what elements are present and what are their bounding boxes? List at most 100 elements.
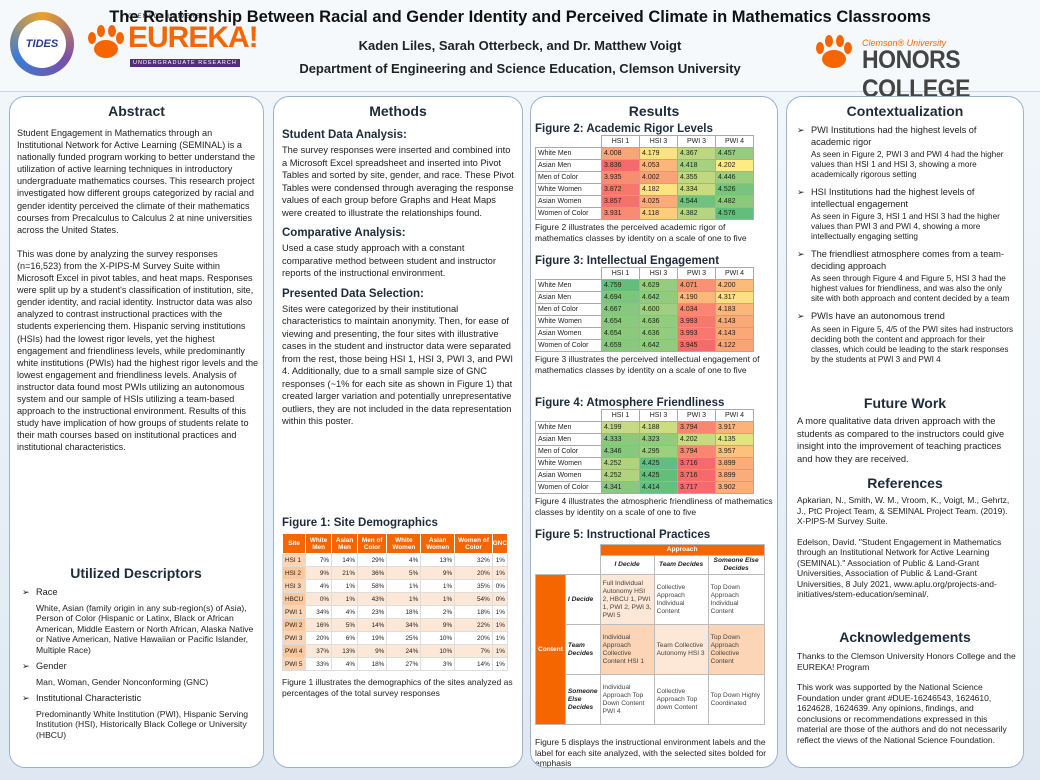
heatmap-cell: 4.600 <box>639 303 678 316</box>
heatmap-cell: 3.872 <box>601 183 640 196</box>
tiger-paw-icon <box>816 35 852 68</box>
heatmap-cell: 3.836 <box>601 159 640 172</box>
heatmap-cell: 4.200 <box>715 279 754 292</box>
demo-cell: PWI 3 <box>281 631 307 645</box>
heatmap-cell: 4.659 <box>601 339 640 352</box>
heatmap-cell: 4.346 <box>601 445 640 458</box>
heatmap-cell: 4.334 <box>677 183 716 196</box>
demo-cell: 7% <box>454 644 493 658</box>
demo-cell: 4% <box>305 579 333 593</box>
demo-cell: 18% <box>454 605 493 619</box>
demo-cell: 1% <box>491 605 509 619</box>
heatmap-cell: 3.945 <box>677 339 716 352</box>
poster-title: The Relationship Between Racial and Gend… <box>109 8 931 26</box>
heatmap-cell: 4.182 <box>639 183 678 196</box>
poster-department: Department of Engineering and Science Ed… <box>299 61 741 76</box>
demo-cell: 14% <box>454 657 493 671</box>
demo-cell: 5% <box>331 618 359 632</box>
heatmap-row-label: Men of Color <box>535 303 602 316</box>
table-row: PWI 3 20% 6% 19% 25% 10% 20% 1% <box>281 631 509 645</box>
table-row: PWI 2 16% 5% 14% 34% 9% 22% 1% <box>281 618 509 632</box>
demo-cell: 1% <box>420 592 456 606</box>
heatmap-cell: 4.341 <box>601 481 640 494</box>
heatmap-row-label: Asian Women <box>535 195 602 208</box>
heatmap-cell: 4.323 <box>639 433 678 446</box>
table-row: White Women 3.872 4.182 4.334 4.526 <box>535 183 754 196</box>
heatmap-cell: 3.794 <box>677 421 716 434</box>
heatmap-cell: 4.143 <box>715 327 754 340</box>
table-row: HSI 3 4% 1% 58% 1% 1% 35% 0% <box>281 579 509 593</box>
heatmap-cell: 4.252 <box>601 457 640 470</box>
demo-cell: 18% <box>357 657 388 671</box>
heatmap-cell: 4.636 <box>639 315 678 328</box>
heatmap-cell: 4.135 <box>715 433 754 446</box>
demo-cell: 1% <box>386 579 422 593</box>
table-row: Asian Women 4.654 4.636 3.993 4.143 <box>535 327 754 340</box>
demo-col-header: Men of Color <box>357 533 388 554</box>
demographics-table: Site White Men Asian Men Men of Color White … <box>281 533 509 671</box>
heatmap-cell: 4.576 <box>715 207 754 220</box>
engagement-heatmap: HSI 1 HSI 3 PWI 3 PWI 4 White Men 4.759 4.629 4… <box>535 267 754 352</box>
table-row: Women of Color 4.341 4.414 3.717 3.902 <box>535 481 754 494</box>
eureka-logo: CLEMSON UNIVERSITY EUREKA! UNDERGRADUATE… <box>84 14 259 74</box>
heatmap-cell: 4.367 <box>677 147 716 160</box>
demo-cell: 14% <box>331 553 359 567</box>
demo-cell: 1% <box>331 592 359 606</box>
heatmap-cell: 3.794 <box>677 445 716 458</box>
abstract-panel: Abstract Student Engagement in Mathemati… <box>9 96 264 768</box>
heatmap-row-label: White Men <box>535 279 602 292</box>
context-item: ➢ PWI Institutions had the highest levels… <box>797 125 977 147</box>
heatmap-col-header: HSI 1 <box>601 135 640 148</box>
honors-college-logo: Clemson® University HONORS COLLEGE <box>812 30 1038 103</box>
demo-cell: 1% <box>331 579 359 593</box>
heatmap-cell: 4.418 <box>677 159 716 172</box>
methods-heading: Methods <box>369 103 427 119</box>
heatmap-cell: 4.122 <box>715 339 754 352</box>
heatmap-cell: 4.526 <box>715 183 754 196</box>
heatmap-cell: 4.183 <box>715 303 754 316</box>
table-row: HSI 1 7% 14% 29% 4% 13% 32% 1% <box>281 553 509 567</box>
references-list: Apkarian, N., Smith, W. M., Vroom, K., V… <box>797 495 1010 599</box>
heatmap-row-label: Asian Men <box>535 159 602 172</box>
heatmap-cell: 4.188 <box>639 421 678 434</box>
demo-cell: 13% <box>420 553 456 567</box>
heatmap-cell: 4.544 <box>677 195 716 208</box>
heatmap-row-label: White Men <box>535 421 602 434</box>
demo-cell: 0% <box>491 592 509 606</box>
tiger-paw-icon <box>88 25 124 58</box>
table-row: Men of Color 3.935 4.002 4.355 4.446 <box>535 171 754 184</box>
heatmap-cell: 3.993 <box>677 327 716 340</box>
demo-cell: 14% <box>357 618 388 632</box>
heatmap-row-label: White Women <box>535 315 602 328</box>
demo-cell: 9% <box>420 566 456 580</box>
demo-cell: 0% <box>491 579 509 593</box>
demo-cell: 10% <box>420 631 456 645</box>
context-item: ➢ PWIs have an autonomous trend <box>797 311 945 321</box>
heatmap-cell: 4.252 <box>601 469 640 482</box>
heatmap-cell: 4.482 <box>715 195 754 208</box>
demo-cell: HSI 2 <box>281 566 307 580</box>
methods-panel: Methods Student Data Analysis: The surve… <box>273 96 523 768</box>
heatmap-col-header: HSI 1 <box>601 409 640 422</box>
figure-2: Figure 2: Academic Rigor Levels HSI 1 HSI… <box>535 123 775 243</box>
demo-cell: 5% <box>386 566 422 580</box>
rigor-heatmap: HSI 1 HSI 3 PWI 3 PWI 4 White Men 4.008 4.179 4… <box>535 135 754 220</box>
heatmap-cell: 3.717 <box>677 481 716 494</box>
instructional-practices-table: Approach I Decide Team Decides Someone E… <box>535 544 765 725</box>
heatmap-row-label: Asian Men <box>535 433 602 446</box>
demo-cell: 19% <box>357 631 388 645</box>
demo-col-header: GNC <box>491 533 509 554</box>
context-item: ➢ The friendliest atmosphere comes from a… <box>797 249 1005 271</box>
heatmap-cell: 4.202 <box>715 159 754 172</box>
demo-cell: 33% <box>305 657 333 671</box>
heatmap-cell: 4.425 <box>639 469 678 482</box>
heatmap-cell: 4.446 <box>715 171 754 184</box>
heatmap-cell: 4.457 <box>715 147 754 160</box>
demo-cell: 20% <box>454 566 493 580</box>
heatmap-cell: 4.636 <box>639 327 678 340</box>
table-row: Asian Women 3.857 4.025 4.544 4.482 <box>535 195 754 208</box>
demo-cell: 34% <box>305 605 333 619</box>
demo-cell: 13% <box>331 644 359 658</box>
heatmap-col-header: PWI 3 <box>677 409 716 422</box>
